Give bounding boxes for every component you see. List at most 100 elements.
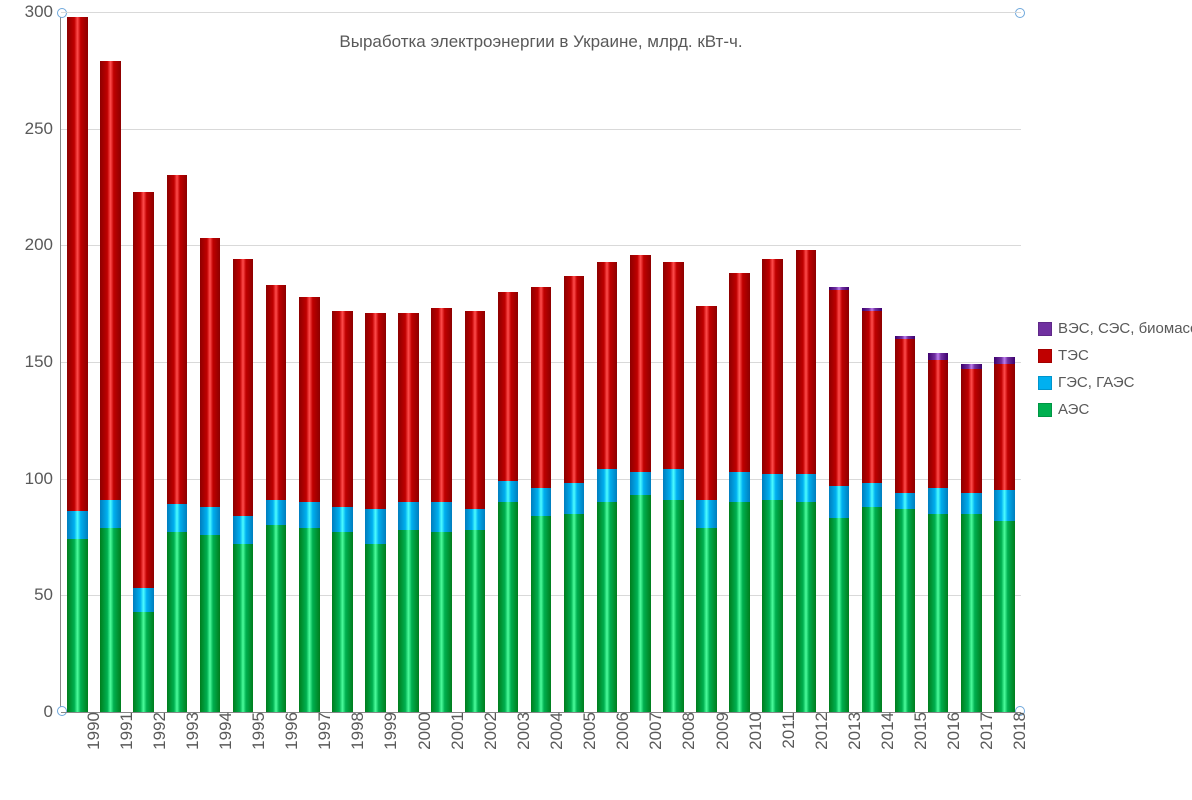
bar-slot: 2013: [829, 12, 850, 712]
bar-segment-tes: [531, 287, 552, 488]
selection-handle-icon: [1015, 8, 1025, 18]
bar-segment-ges: [762, 474, 783, 500]
bar-segment-tes: [365, 313, 386, 509]
bar-segment-tes: [961, 369, 982, 493]
bar-segment-ges: [729, 472, 750, 502]
bar-segment-ges: [299, 502, 320, 528]
bar-slot: 1991: [100, 12, 121, 712]
bar-segment-aes: [895, 509, 916, 712]
bar-segment-renew: [895, 336, 916, 338]
bar-segment-tes: [895, 339, 916, 493]
bar-segment-ges: [564, 483, 585, 513]
bar-slot: 1995: [233, 12, 254, 712]
x-axis-tick-label: 2006: [613, 712, 633, 750]
bar-segment-aes: [796, 502, 817, 712]
x-axis-tick-label: 1994: [216, 712, 236, 750]
bar-slot: 2003: [498, 12, 519, 712]
y-axis-tick-label: 50: [34, 585, 61, 605]
bar-segment-tes: [200, 238, 221, 506]
legend-label: ВЭС, СЭС, биомасса: [1058, 320, 1192, 337]
bar-segment-aes: [498, 502, 519, 712]
bar-slot: 2010: [729, 12, 750, 712]
bar-slot: 2014: [862, 12, 883, 712]
bar-segment-tes: [663, 262, 684, 470]
x-axis-tick-label: 2009: [713, 712, 733, 750]
bar-segment-ges: [365, 509, 386, 544]
bar-segment-aes: [961, 514, 982, 712]
bar-segment-aes: [531, 516, 552, 712]
bar-segment-tes: [829, 290, 850, 486]
bar-segment-ges: [100, 500, 121, 528]
bar-segment-tes: [67, 17, 88, 512]
bar-segment-aes: [133, 612, 154, 712]
bar-segment-aes: [663, 500, 684, 712]
bar-slot: 2007: [630, 12, 651, 712]
bar-segment-aes: [465, 530, 486, 712]
bar-slot: 1992: [133, 12, 154, 712]
x-axis-tick-label: 2004: [547, 712, 567, 750]
bar-segment-tes: [564, 276, 585, 484]
bar-segment-ges: [133, 588, 154, 611]
legend-item-tes: ТЭС: [1038, 347, 1192, 364]
bar-segment-tes: [729, 273, 750, 471]
x-axis-tick-label: 2002: [481, 712, 501, 750]
chart-legend: ВЭС, СЭС, биомасса ТЭС ГЭС, ГАЭС АЭС: [1038, 320, 1192, 428]
bar-slot: 1990: [67, 12, 88, 712]
legend-item-aes: АЭС: [1038, 401, 1192, 418]
y-axis-tick-label: 150: [25, 352, 61, 372]
y-axis-tick-label: 300: [25, 2, 61, 22]
bar-segment-tes: [796, 250, 817, 474]
y-axis-tick-label: 250: [25, 119, 61, 139]
bar-segment-ges: [994, 490, 1015, 520]
bar-segment-aes: [332, 532, 353, 712]
bar-segment-ges: [67, 511, 88, 539]
legend-swatch-icon: [1038, 376, 1052, 390]
bar-segment-tes: [299, 297, 320, 502]
bar-slot: 2015: [895, 12, 916, 712]
x-axis-tick-label: 2011: [779, 712, 799, 749]
bar-segment-renew: [928, 353, 949, 360]
bar-segment-renew: [961, 364, 982, 369]
bar-segment-ges: [332, 507, 353, 533]
x-axis-tick-label: 2013: [845, 712, 865, 750]
bar-segment-aes: [266, 525, 287, 712]
bar-segment-ges: [961, 493, 982, 514]
bar-segment-ges: [663, 469, 684, 499]
x-axis-tick-label: 2007: [646, 712, 666, 750]
bar-segment-aes: [365, 544, 386, 712]
bar-slot: 2001: [431, 12, 452, 712]
bar-segment-tes: [266, 285, 287, 500]
x-axis-tick-label: 1996: [282, 712, 302, 750]
bar-slot: 2009: [696, 12, 717, 712]
legend-swatch-icon: [1038, 322, 1052, 336]
bar-slot: 2002: [465, 12, 486, 712]
bar-segment-aes: [200, 535, 221, 712]
x-axis-tick-label: 2015: [911, 712, 931, 750]
x-axis-tick-label: 1992: [150, 712, 170, 750]
bar-segment-tes: [762, 259, 783, 474]
bar-segment-aes: [167, 532, 188, 712]
bar-segment-renew: [829, 287, 850, 289]
y-axis-tick-label: 200: [25, 235, 61, 255]
bar-segment-ges: [200, 507, 221, 535]
y-axis-tick-label: 100: [25, 469, 61, 489]
bar-segment-tes: [928, 360, 949, 488]
x-axis-tick-label: 2001: [448, 712, 468, 750]
gridline: [61, 712, 1021, 713]
bar-segment-tes: [498, 292, 519, 481]
bar-slot: 1993: [167, 12, 188, 712]
bar-segment-aes: [100, 528, 121, 712]
bar-segment-aes: [762, 500, 783, 712]
bar-segment-tes: [332, 311, 353, 507]
bar-segment-aes: [928, 514, 949, 712]
bar-segment-ges: [829, 486, 850, 519]
x-axis-tick-label: 2014: [878, 712, 898, 750]
bar-slot: 2008: [663, 12, 684, 712]
x-axis-tick-label: 2003: [514, 712, 534, 750]
bar-segment-renew: [994, 357, 1015, 364]
bar-segment-aes: [862, 507, 883, 712]
bar-slot: 1998: [332, 12, 353, 712]
bar-slot: 2011: [762, 12, 783, 712]
legend-item-ges: ГЭС, ГАЭС: [1038, 374, 1192, 391]
bar-slot: 1996: [266, 12, 287, 712]
